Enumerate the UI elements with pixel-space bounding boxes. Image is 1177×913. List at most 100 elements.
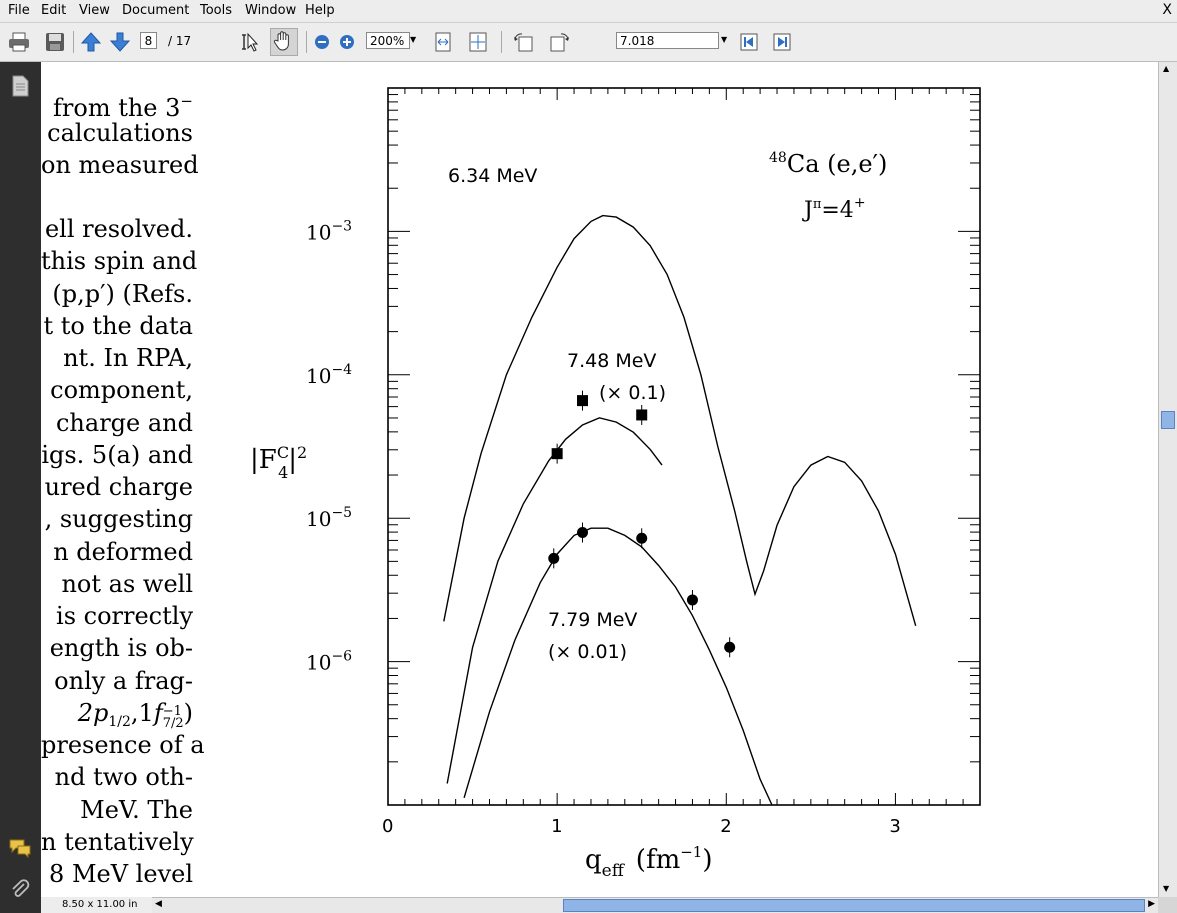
search-input[interactable]: 7.018 bbox=[616, 32, 719, 49]
toolbar: 8 / 17 200% ▼ 7.018 ▼ bbox=[0, 23, 1177, 62]
save-icon[interactable] bbox=[43, 30, 67, 54]
scroll-left-icon[interactable]: ◀ bbox=[155, 899, 162, 909]
series-curve bbox=[443, 214, 917, 626]
next-page-icon[interactable] bbox=[108, 30, 132, 54]
data-point-square bbox=[551, 448, 563, 460]
menu-view[interactable]: View bbox=[79, 3, 110, 18]
label-7-79: 7.79 MeV bbox=[548, 609, 637, 631]
side-panel-rail bbox=[0, 62, 41, 913]
text-line: MeV. The bbox=[80, 796, 193, 824]
text-line: n deformed bbox=[53, 538, 193, 566]
text-line: component, bbox=[50, 376, 193, 404]
zoom-in-icon[interactable] bbox=[339, 34, 355, 50]
y-tick-labels: 10−3 10−4 10−5 10−6 bbox=[306, 218, 352, 674]
scroll-up-icon[interactable]: ▲ bbox=[1163, 64, 1170, 73]
zoom-select[interactable]: 200% bbox=[366, 32, 410, 49]
zoom-out-icon[interactable] bbox=[314, 34, 330, 50]
y-axis-label: |FC 4|2 bbox=[250, 443, 307, 482]
label-7-79-scale: (× 0.01) bbox=[548, 641, 627, 663]
toolbar-separator bbox=[73, 31, 74, 53]
attachment-icon[interactable] bbox=[9, 878, 31, 900]
close-window-button[interactable]: X bbox=[1162, 2, 1172, 18]
rotate-left-icon[interactable] bbox=[511, 30, 535, 54]
document-viewport[interactable]: from the 3− calculations on measured ell… bbox=[41, 62, 1158, 897]
y-tick-label: 10−6 bbox=[306, 649, 352, 675]
vertical-scrollbar[interactable]: ▲ ▼ bbox=[1158, 62, 1177, 897]
text-line: (p,p′) (Refs. bbox=[52, 280, 193, 308]
chart-subtitle: Jπ=4+ bbox=[802, 195, 866, 223]
page-number-input[interactable]: 8 bbox=[140, 32, 157, 49]
scrollbar-thumb[interactable] bbox=[1161, 411, 1175, 429]
menu-edit[interactable]: Edit bbox=[41, 3, 67, 18]
scrollbar-thumb[interactable] bbox=[563, 899, 1145, 912]
fit-page-icon[interactable] bbox=[466, 30, 490, 54]
text-line: only a frag- bbox=[54, 667, 193, 695]
data-point-circle bbox=[686, 594, 698, 606]
text-line: n tentatively bbox=[41, 828, 194, 856]
find-previous-icon[interactable] bbox=[737, 30, 761, 54]
label-7-48-scale: (× 0.1) bbox=[599, 382, 666, 404]
y-tick-label: 10−5 bbox=[306, 505, 352, 531]
print-icon[interactable] bbox=[7, 30, 31, 54]
data-point-square bbox=[636, 409, 648, 421]
text-line: from the 3− bbox=[53, 92, 193, 122]
chevron-down-icon[interactable]: ▼ bbox=[410, 35, 417, 44]
text-line: ured charge bbox=[44, 473, 193, 501]
scroll-right-icon[interactable]: ▶ bbox=[1148, 899, 1155, 909]
chart-title: 48Ca (e,e′) bbox=[769, 150, 887, 178]
text-line: is correctly bbox=[56, 602, 193, 630]
previous-page-icon[interactable] bbox=[79, 30, 103, 54]
text-line: calculations bbox=[47, 119, 193, 147]
text-line: igs. 5(a) and bbox=[41, 441, 193, 469]
hand-tool-icon[interactable] bbox=[270, 28, 298, 56]
text-line: charge and bbox=[55, 409, 193, 437]
menu-window[interactable]: Window bbox=[245, 3, 297, 18]
select-text-icon[interactable] bbox=[237, 30, 261, 54]
rotate-right-icon[interactable] bbox=[548, 30, 572, 54]
menu-file[interactable]: File bbox=[8, 3, 30, 18]
y-tick-label: 10−3 bbox=[306, 218, 352, 244]
x-axis-label: qeff (fm−1) bbox=[585, 843, 713, 881]
text-line: nt. In RPA, bbox=[63, 344, 193, 372]
menu-help[interactable]: Help bbox=[305, 3, 335, 18]
text-line: ength is ob- bbox=[49, 634, 193, 662]
menu-document[interactable]: Document bbox=[122, 3, 190, 18]
y-tick-label: 10−4 bbox=[306, 362, 352, 388]
text-line: presence of a bbox=[41, 731, 205, 759]
text-line: nd two oth- bbox=[54, 763, 193, 791]
label-7-48: 7.48 MeV bbox=[567, 350, 656, 372]
horizontal-scrollbar[interactable]: ◀ ▶ bbox=[152, 897, 1158, 913]
x-tick-label: 3 bbox=[889, 816, 900, 837]
fit-width-icon[interactable] bbox=[431, 30, 455, 54]
text-line: this spin and bbox=[41, 247, 198, 275]
data-point-circle bbox=[636, 532, 648, 544]
curves bbox=[443, 214, 917, 806]
text-line: ell resolved. bbox=[44, 215, 193, 243]
plot-frame bbox=[387, 87, 981, 806]
scroll-down-icon[interactable]: ▼ bbox=[1163, 884, 1170, 893]
axis-ticks bbox=[388, 88, 980, 805]
comments-icon[interactable] bbox=[8, 838, 32, 859]
x-tick-labels: 0 1 2 3 bbox=[382, 816, 901, 837]
text-line: on measured bbox=[41, 151, 199, 179]
data-point-circle bbox=[548, 552, 560, 564]
menu-tools[interactable]: Tools bbox=[200, 3, 233, 18]
page-total: / 17 bbox=[168, 34, 192, 48]
data-point-square bbox=[577, 395, 589, 407]
label-6-34: 6.34 MeV bbox=[448, 165, 537, 187]
data-point-circle bbox=[724, 641, 736, 653]
text-line: 2p1/2,1f −1 7/2) bbox=[77, 699, 193, 731]
x-tick-label: 2 bbox=[720, 816, 731, 837]
page-thumbnails-icon[interactable] bbox=[9, 74, 31, 98]
series-curve bbox=[446, 417, 663, 784]
status-page-size: 8.50 x 11.00 in bbox=[41, 897, 152, 913]
text-line: , suggesting bbox=[44, 505, 193, 533]
menu-bar: File Edit View Document Tools Window Hel… bbox=[0, 0, 1177, 23]
text-line: 8 MeV level bbox=[49, 860, 193, 888]
data-point-circle bbox=[577, 527, 589, 539]
chevron-down-icon[interactable]: ▼ bbox=[721, 35, 728, 44]
toolbar-separator bbox=[306, 31, 307, 53]
find-next-icon[interactable] bbox=[770, 30, 794, 54]
text-line: t to the data bbox=[43, 312, 193, 340]
